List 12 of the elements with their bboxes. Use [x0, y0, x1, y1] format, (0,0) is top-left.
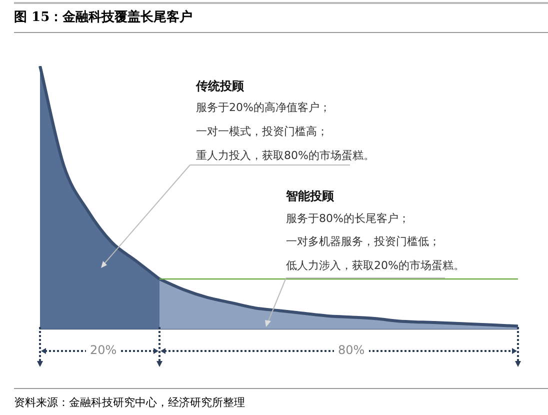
annotation: 服务于20%的高净值客户；: [196, 100, 330, 115]
annotation: 一对多机器服务，投资门槛低；: [286, 234, 440, 249]
text: 80%: [334, 343, 369, 357]
annotation: 一对一模式，投资门槛高；: [196, 124, 328, 139]
annotation: 传统投顾: [196, 78, 244, 95]
text: 资料来源：金融科技研究中心，经济研究所整理: [14, 388, 548, 410]
annotation: 服务于80%的长尾客户；: [286, 211, 410, 226]
annotation: 智能投顾: [286, 188, 334, 205]
annotation: 低人力涉入，获取20%的市场蛋糕。: [286, 258, 464, 273]
chart-title: 图 15：金融科技覆盖长尾客户: [14, 2, 548, 33]
annotation: 重人力投入，获取80%的市场蛋糕。: [196, 148, 374, 163]
text: 20%: [86, 343, 121, 357]
